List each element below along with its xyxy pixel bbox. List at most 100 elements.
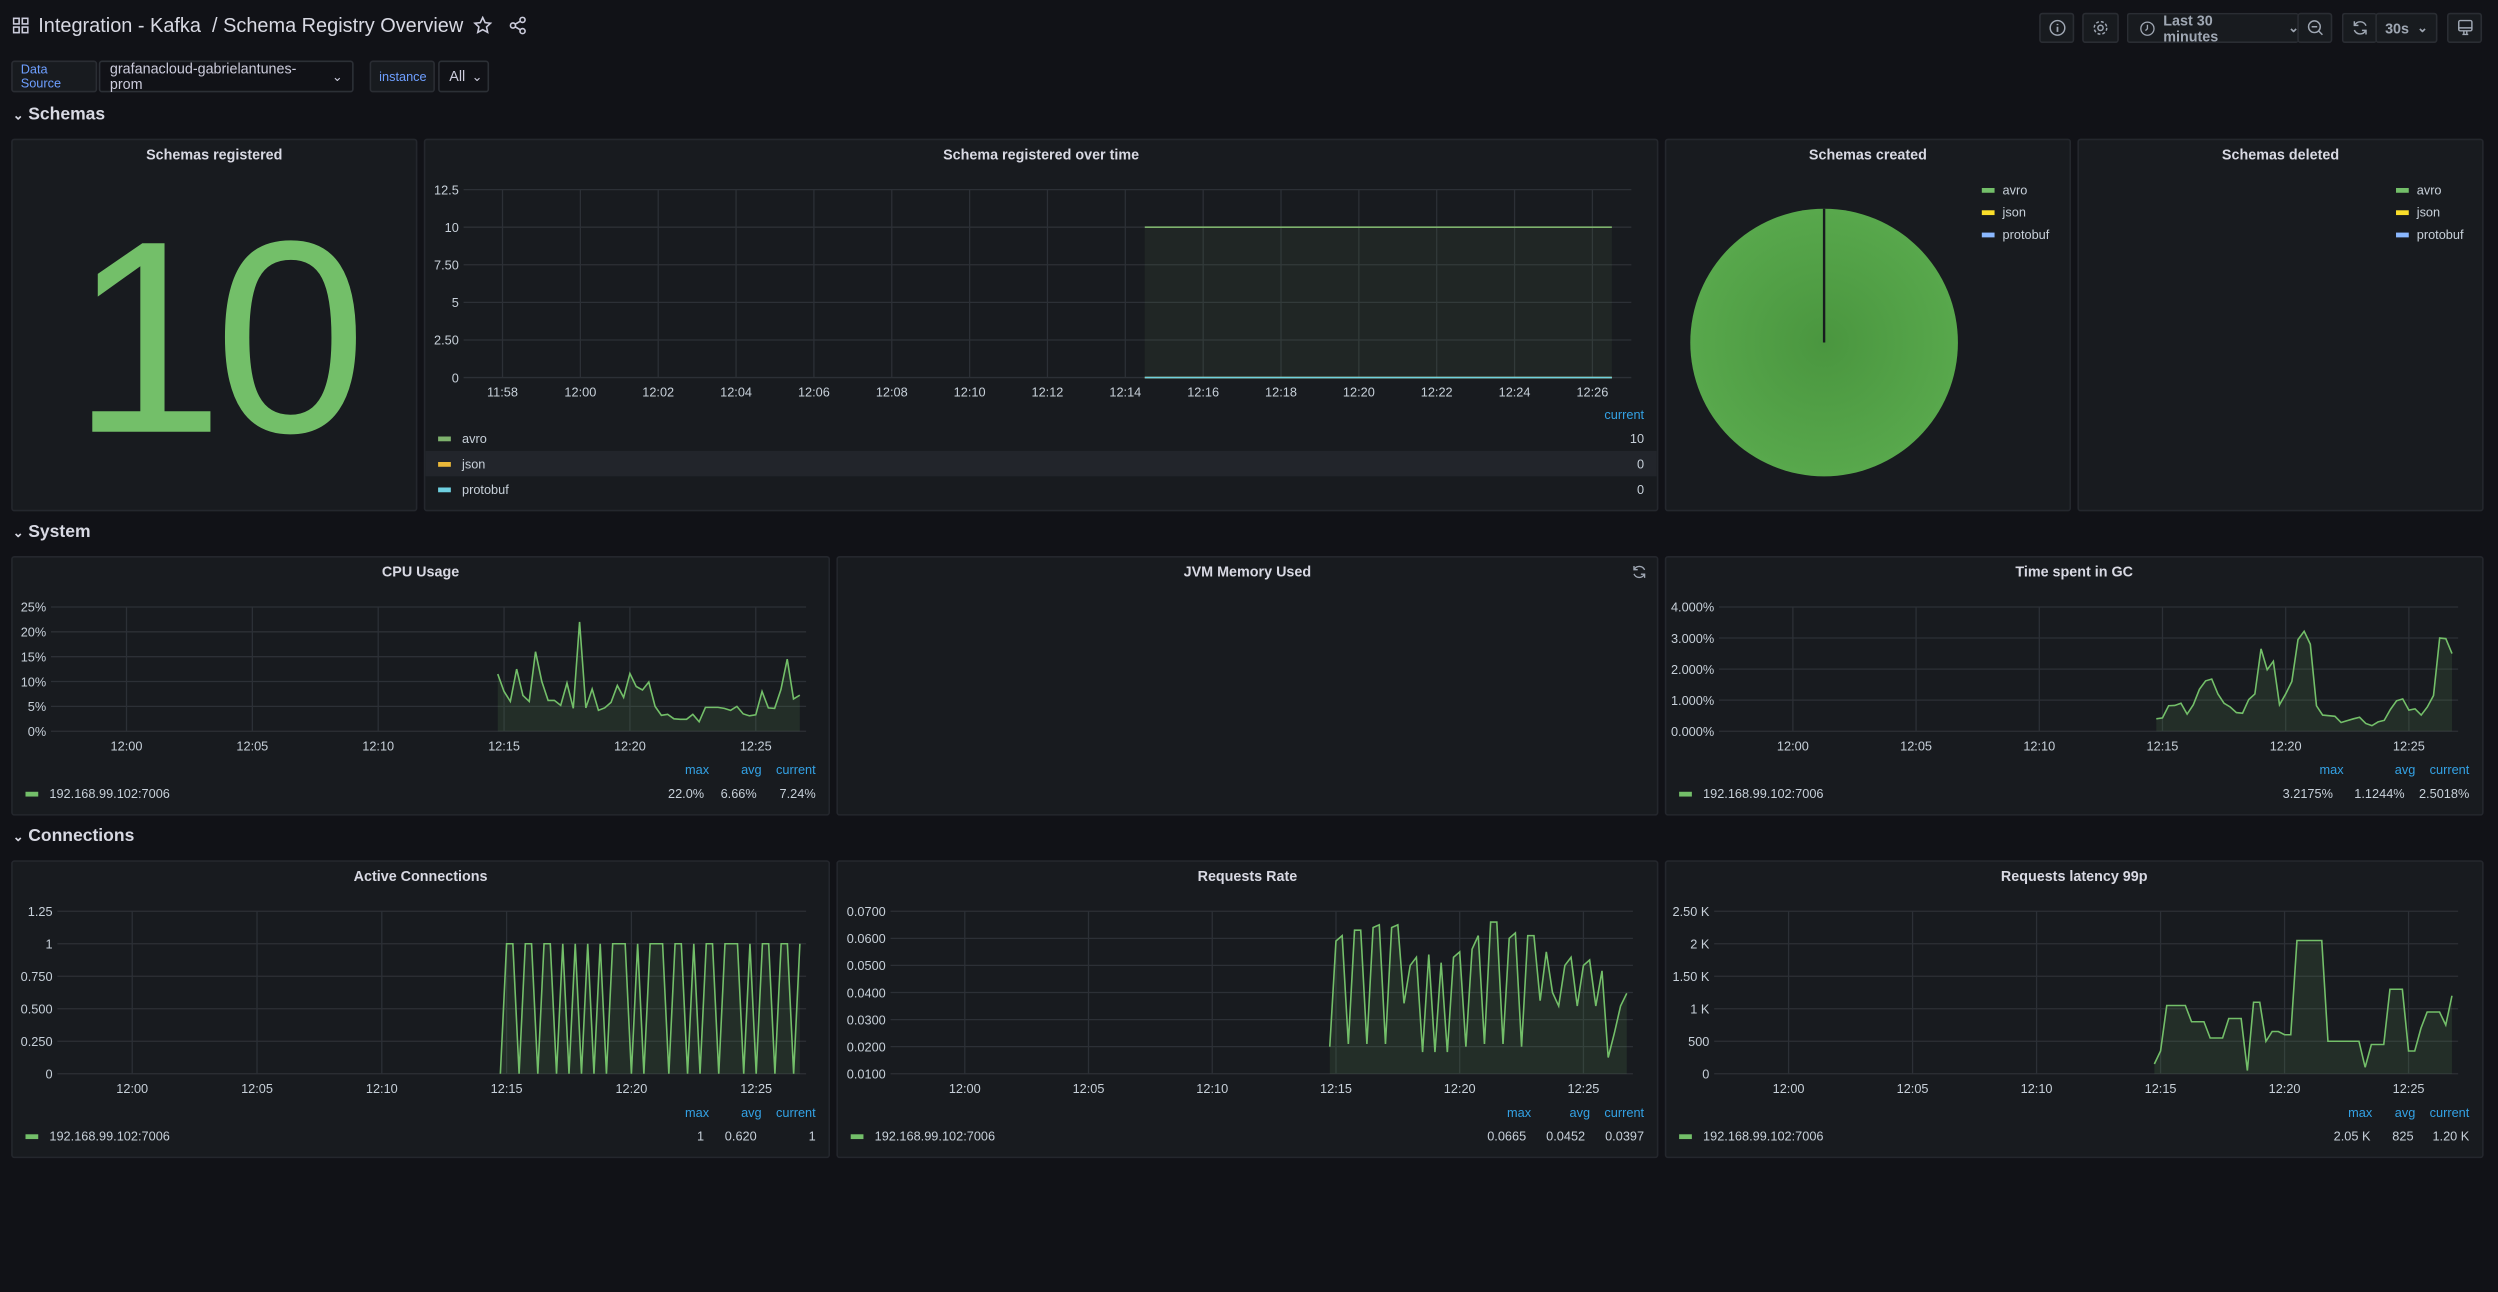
legend-item[interactable]: 192.168.99.102:7006 22.0% 6.66% 7.24% [13, 781, 829, 806]
dashboard-title-bar: Integration - Kafka / Schema Registry Ov… [12, 14, 527, 37]
time-zoom-out-button[interactable] [2297, 12, 2333, 44]
chevron-down-icon: ⌄ [471, 69, 483, 84]
series-area-192.168.99.102:7006 [500, 943, 800, 1074]
legend-header-avg[interactable]: avg [741, 762, 762, 777]
panel-title[interactable]: Schemas created [1808, 146, 1927, 163]
row-title: Schemas [28, 105, 106, 125]
legend-series-name: 192.168.99.102:7006 [874, 1128, 996, 1144]
timeseries-chart[interactable]: 0 0.250 0.500 0.750 1 1.25 12:00 12:05 12:10 12:1… [13, 862, 830, 1158]
panel-time-spent-in-gc: Time spent in GC 0.000% 1.000% 2.000% 3.000… [1664, 555, 2484, 816]
dashboard-info-button[interactable] [2039, 12, 2075, 44]
legend-header-avg[interactable]: avg [1569, 1104, 1591, 1120]
legend-item-protobuf[interactable]: protobuf [1981, 223, 2050, 245]
pie-chart[interactable] [1666, 140, 2071, 511]
legend-header-current[interactable]: current [775, 762, 816, 777]
legend-header-max[interactable]: max [2348, 1104, 2373, 1120]
y-tick-label: 10% [21, 674, 47, 689]
legend-item[interactable]: 192.168.99.102:7006 0.0665 0.0452 0.0397 [838, 1123, 1657, 1148]
dashboard-title[interactable]: Integration - Kafka / Schema Registry Ov… [38, 14, 464, 37]
panel-jvm-memory-used: JVM Memory Used [836, 555, 1659, 816]
view-mode-button[interactable] [2447, 12, 2483, 44]
legend-header-max[interactable]: max [684, 762, 710, 777]
legend-series-name: json [2002, 204, 2026, 220]
legend-item-avro[interactable]: avro [1981, 178, 2049, 200]
panel-title[interactable]: Requests Rate [1197, 868, 1298, 885]
legend-item[interactable]: 192.168.99.102:7006 1 0.620 1 [13, 1123, 829, 1148]
timeseries-chart[interactable]: 0.000% 1.000% 2.000% 3.000% 4.000% 12:00 12:05… [1666, 558, 2483, 816]
legend-item-avro[interactable]: avro [2396, 178, 2463, 200]
y-tick-label: 10 [445, 220, 459, 235]
legend-header-avg[interactable]: avg [2394, 762, 2416, 777]
timeseries-chart[interactable]: 0.0100 0.0200 0.0300 0.0400 0.0500 0.0600 0.07… [838, 862, 1658, 1158]
legend-header-current[interactable]: current [775, 1104, 816, 1120]
legend-header-current[interactable]: current [1604, 407, 1645, 422]
x-tick-label: 11:58 [487, 385, 518, 400]
star-icon[interactable] [472, 15, 492, 35]
panel-title[interactable]: JVM Memory Used [1183, 563, 1312, 580]
timeseries-chart[interactable]: 0 2.50 5 7.50 10 12.5 11:58 12:00 12:02 12:04 12:0… [425, 140, 1658, 511]
chart-legend: current avro 10 json 0 protobuf 0 [425, 403, 1657, 502]
panel-title[interactable]: Schemas registered [146, 146, 283, 163]
legend-header-avg[interactable]: avg [741, 1104, 762, 1120]
time-range-picker[interactable]: Last 30 minutes ⌄ [2126, 12, 2299, 44]
legend-current-value: 7.24% [779, 786, 816, 801]
dashboard-grid-icon[interactable] [12, 17, 29, 34]
timeseries-chart[interactable]: 0% 5% 10% 15% 20% 25% 12:00 12:05 12:10 12:15 12:2… [13, 558, 830, 816]
y-tick-label: 0 [452, 370, 459, 385]
legend-item-avro[interactable]: avro 10 [425, 425, 1656, 450]
timeseries-chart[interactable]: 0 500 1 K 1.50 K 2 K 2.50 K 12:00 12:05 12:10 12:… [1666, 862, 2483, 1158]
panel-title[interactable]: Schema registered over time [943, 146, 1140, 163]
series-color-swatch [2396, 231, 2409, 237]
legend-header-max[interactable]: max [1507, 1104, 1532, 1120]
legend-series-name: avro [2416, 182, 2442, 197]
legend-item-json[interactable]: json [1981, 201, 2049, 223]
y-tick-label: 0.750 [21, 969, 53, 984]
x-tick-label: 12:15 [488, 738, 520, 753]
y-tick-label: 3.000% [1671, 631, 1714, 646]
variable-label-instance: instance [369, 60, 435, 93]
variable-label-datasource: Data Source [11, 60, 98, 93]
dashboard-settings-button[interactable] [2082, 12, 2119, 44]
panel-title[interactable]: Time spent in GC [2015, 563, 2134, 580]
legend-item-protobuf[interactable]: protobuf 0 [425, 476, 1656, 501]
legend-header-current[interactable]: current [2429, 1104, 2470, 1120]
x-tick-label: 12:20 [1444, 1081, 1476, 1096]
x-tick-label: 12:25 [740, 738, 772, 753]
row-header-schemas[interactable]: ⌄ Schemas [13, 105, 105, 124]
row-header-connections[interactable]: ⌄ Connections [13, 827, 135, 846]
y-tick-label: 1.000% [1671, 693, 1714, 708]
panel-title[interactable]: Requests latency 99p [2000, 868, 2148, 885]
series-area-192.168.99.102:7006 [1329, 922, 1627, 1074]
chevron-down-icon: ⌄ [12, 829, 24, 844]
datasource-select[interactable]: grafanacloud-gabrielantunes-prom ⌄ [98, 60, 354, 93]
x-tick-label: 12:10 [366, 1081, 398, 1096]
panel-title[interactable]: CPU Usage [381, 563, 460, 580]
y-tick-label: 2.000% [1671, 662, 1714, 677]
legend-header-avg[interactable]: avg [2394, 1104, 2416, 1120]
legend-header-current[interactable]: current [1604, 1104, 1645, 1120]
legend-header-max[interactable]: max [2319, 762, 2344, 777]
legend-series-name: avro [2002, 182, 2028, 197]
x-tick-label: 12:16 [1187, 385, 1219, 400]
instance-select[interactable]: All ⌄ [438, 60, 490, 93]
pie-slice-avro [1690, 208, 1958, 477]
panel-title[interactable]: Schemas deleted [2221, 146, 2340, 163]
legend-header-max[interactable]: max [684, 1104, 710, 1120]
refresh-button[interactable] [2341, 12, 2377, 44]
datasource-value: grafanacloud-gabrielantunes-prom [109, 60, 297, 93]
legend-item-json[interactable]: json [2396, 201, 2463, 223]
legend-header-current[interactable]: current [2429, 762, 2470, 777]
legend-item-json[interactable]: json 0 [425, 450, 1657, 477]
legend-item[interactable]: 192.168.99.102:7006 3.2175% 1.1244% 2.5018% [1666, 781, 2482, 806]
panel-title[interactable]: Active Connections [353, 868, 488, 885]
legend-item-protobuf[interactable]: protobuf [2396, 223, 2464, 245]
share-icon[interactable] [508, 16, 527, 35]
y-tick-label: 0.0700 [847, 904, 886, 919]
legend-series-name: protobuf [2002, 227, 2050, 242]
row-header-system[interactable]: ⌄ System [13, 523, 91, 542]
series-color-swatch [2396, 209, 2409, 215]
refresh-interval-picker[interactable]: 30s ⌄ [2375, 12, 2438, 44]
legend-item[interactable]: 192.168.99.102:7006 2.05 K 825 1.20 K [1666, 1123, 2482, 1148]
monitor-icon [2457, 19, 2472, 36]
panel-active-connections: Active Connections 0 0.250 0.500 0.750 1 1.25… [11, 860, 831, 1159]
